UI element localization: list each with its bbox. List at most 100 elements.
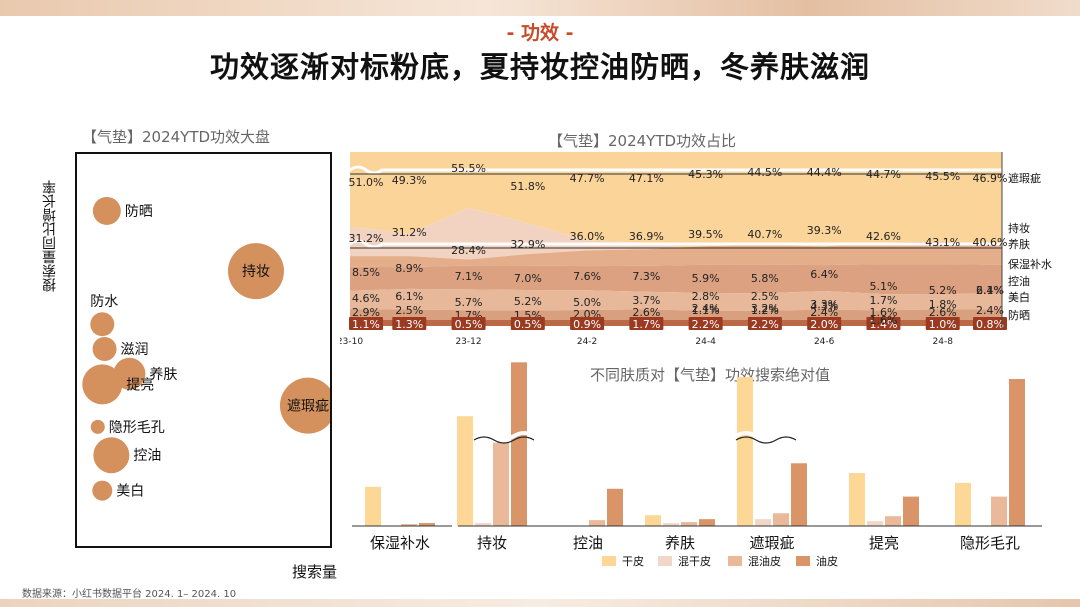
bubble-label-9: 美白 <box>116 484 144 500</box>
label-kongyou-11: 2.4% <box>976 284 1004 297</box>
top-decor-band <box>0 0 1080 16</box>
section-tag: - 功效 - <box>506 22 574 44</box>
area-legend-4: 控油 <box>1008 274 1030 288</box>
area-legend-0: 遮瑕疵 <box>1008 171 1041 185</box>
bar-3-1 <box>663 523 679 526</box>
bar-5-3 <box>903 496 919 526</box>
bubble-label-7: 隐形毛孔 <box>109 420 165 436</box>
bubble-2 <box>90 312 115 337</box>
label-baoshi-6: 5.9% <box>692 272 720 285</box>
bubble-9 <box>92 480 113 501</box>
bubble-chart-frame: 防晒 持妆 防水 滋润 养肤 提亮 遮瑕疵 隐形毛孔 控油 美白 <box>75 152 336 548</box>
badge-fangshai-6 <box>688 317 723 330</box>
x-tick-2: 24-2 <box>577 337 597 347</box>
bubble-label-0: 防晒 <box>125 204 153 220</box>
data-source-note: 数据来源：小红书数据平台 2024. 1– 2024. 10 <box>22 589 237 600</box>
page-title: 功效逐渐对标粉底，夏持妆控油防晒，冬养肤滋润 <box>209 50 870 84</box>
bar-0-2 <box>401 524 417 526</box>
bubble-label-2: 防水 <box>90 294 118 310</box>
label-kongyou-5: 3.7% <box>632 294 660 307</box>
label-chizhuang-4: 36.0% <box>570 230 605 243</box>
badge-fangshai-11 <box>973 317 1007 330</box>
label-baoshi-1: 8.9% <box>395 262 423 275</box>
label-zhexia-8: 44.4% <box>807 166 842 179</box>
label-zhexia-10: 45.5% <box>925 170 960 183</box>
label-fangshai-0: 1.1% <box>352 318 380 331</box>
label-zhexia-6: 45.3% <box>688 168 723 181</box>
bar-1-1 <box>475 523 491 526</box>
area-band-fangshai <box>350 320 1002 326</box>
label-zhexia-5: 47.1% <box>629 172 664 185</box>
bar-0-3 <box>419 523 435 526</box>
bar-6-2 <box>991 496 1007 526</box>
badge-fangshai-10 <box>925 317 960 330</box>
label-meibai-10: 2.6% <box>929 306 957 319</box>
label-fangshai-3: 0.5% <box>514 318 542 331</box>
x-tick-3: 24-4 <box>695 337 716 347</box>
bar-4-0 <box>737 377 753 526</box>
label-chizhuang-8: 39.3% <box>807 224 842 237</box>
bar-legend-swatch-0 <box>602 556 616 566</box>
bar-legend-swatch-1 <box>658 556 672 566</box>
label-meibai-6: 1.1% <box>692 304 720 317</box>
bar-6-3 <box>1009 379 1025 526</box>
area-band-kongyou <box>350 288 1002 311</box>
area-legend-2: 养肤 <box>1008 237 1030 251</box>
label-control-3: 1.6% <box>869 314 897 327</box>
badge-fangshai-3 <box>510 317 545 330</box>
bar-2-2 <box>589 520 605 526</box>
label-fangshai-1: 1.3% <box>395 318 423 331</box>
bubble-label-5: 提亮 <box>126 376 154 393</box>
label-chizhuang-0: 31.2% <box>349 232 384 245</box>
label-fangshai-5: 1.7% <box>632 318 660 331</box>
bar-break-1 <box>734 431 798 441</box>
label-kongyou-9: 1.7% <box>869 294 897 307</box>
area-legend-1: 持妆 <box>1008 221 1030 235</box>
label-fangshai-7: 2.2% <box>751 318 779 331</box>
label-kongyou-7: 2.5% <box>751 290 779 303</box>
label-control-2: 3.3% <box>810 298 838 311</box>
bubble-8 <box>93 437 130 474</box>
label-baoshi-0: 8.5% <box>352 266 380 279</box>
area-chart-title: 【气垫】2024YTD功效占比 <box>548 132 737 150</box>
bubble-label-8: 控油 <box>133 448 161 464</box>
bar-1-3 <box>511 362 527 526</box>
bar-break-line-1 <box>735 436 797 444</box>
label-baoshi-2: 7.1% <box>455 270 483 283</box>
bar-legend-label-3: 油皮 <box>816 554 838 568</box>
bubble-0 <box>92 196 121 225</box>
label-baoshi-4: 7.6% <box>573 270 601 283</box>
label-control-1: 3.2% <box>751 302 779 315</box>
bar-3-2 <box>681 522 697 526</box>
label-meibai-8: 2.4% <box>810 306 838 319</box>
badge-fangshai-0 <box>349 317 383 330</box>
label-kongyou-6: 2.8% <box>692 290 720 303</box>
bar-0-0 <box>365 486 381 526</box>
label-chizhuang-9: 42.6% <box>866 230 901 243</box>
label-baoshi-9: 5.1% <box>869 280 897 293</box>
area-legend-3: 保湿补水 <box>1008 257 1052 271</box>
bubble-chart-title: 【气垫】2024YTD功效大盘 <box>82 128 271 146</box>
x-tick-4: 24-6 <box>814 337 835 347</box>
label-control-0: 2.4% <box>692 302 720 315</box>
label-meibai-7: 1.2% <box>751 304 779 317</box>
label-kongyou-8: 4.3% <box>810 300 838 313</box>
label-kongyou-3: 5.2% <box>514 295 542 308</box>
label-baoshi-5: 7.3% <box>632 270 660 283</box>
bar-break-line-0 <box>473 436 535 444</box>
bubble-label-6: 遮瑕疵 <box>287 399 329 415</box>
badge-fangshai-2 <box>451 317 486 330</box>
area-band-zhexia <box>350 152 1002 255</box>
axis-break-1 <box>349 239 1002 249</box>
label-meibai-0: 2.9% <box>352 306 380 319</box>
bar-break-0 <box>472 431 536 441</box>
bar-5-2 <box>885 516 901 526</box>
label-chizhuang-6: 39.5% <box>688 228 723 241</box>
badge-fangshai-1 <box>392 317 427 330</box>
label-zhexia-9: 44.7% <box>866 168 901 181</box>
label-fangshai-9: 1.4% <box>869 318 897 331</box>
label-baoshi-11: 6.1% <box>976 284 1004 297</box>
bubble-5 <box>82 364 123 405</box>
bottom-decor-band <box>0 599 1080 607</box>
